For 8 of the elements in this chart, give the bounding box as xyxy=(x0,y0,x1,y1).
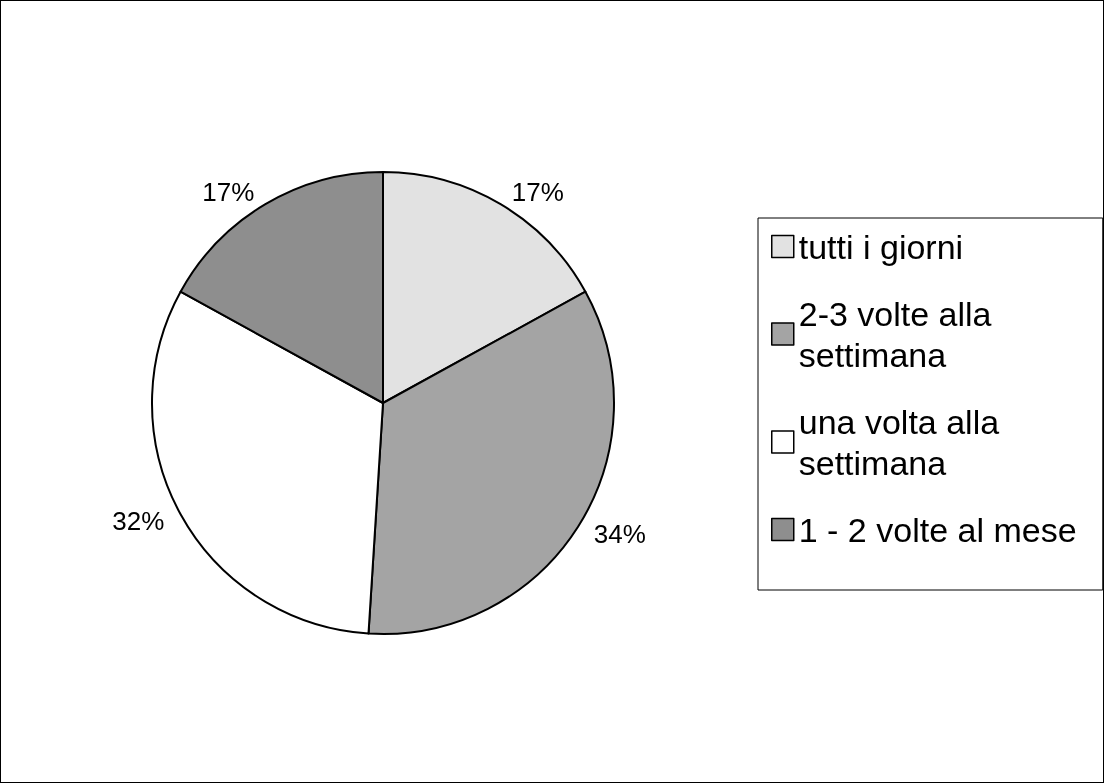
legend-label: 2-3 volte alla settimana xyxy=(798,294,1001,374)
legend-label: tutti i giorni xyxy=(798,227,964,266)
data-label: 34% xyxy=(593,519,646,550)
legend-label: una volta alla settimana xyxy=(798,402,1009,482)
legend-label: 1 - 2 volte al mese xyxy=(798,510,1077,549)
data-label: 17% xyxy=(511,177,564,208)
data-label: 32% xyxy=(112,506,165,537)
data-label: 17% xyxy=(202,177,255,208)
